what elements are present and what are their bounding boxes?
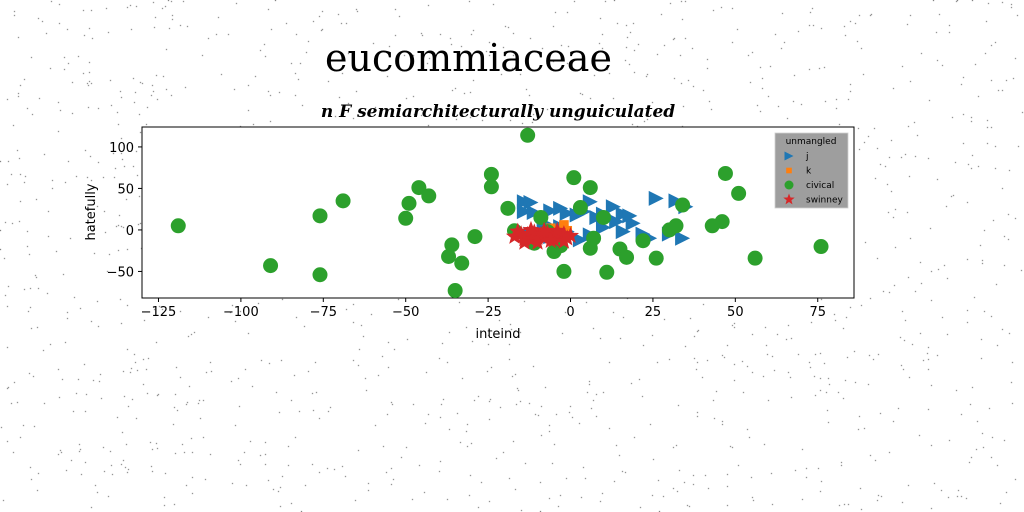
point-civical — [447, 283, 463, 299]
legend-marker-k — [786, 167, 792, 174]
legend-items: jk civical swinney — [783, 151, 843, 206]
point-civical — [599, 264, 615, 280]
point-civical — [717, 165, 733, 181]
legend-label-j: j — [805, 152, 809, 162]
point-civical — [675, 197, 691, 213]
point-civical — [747, 250, 763, 266]
point-civical — [619, 249, 635, 265]
point-j — [668, 193, 684, 209]
point-civical — [312, 267, 328, 283]
point-j — [516, 204, 532, 220]
point-civical — [312, 208, 328, 224]
point-swinney — [522, 230, 540, 248]
point-civical — [483, 179, 499, 195]
y-tick-label: −50 — [107, 265, 134, 280]
legend-box — [774, 132, 849, 209]
point-civical — [500, 200, 516, 216]
y-tick-label: 100 — [109, 141, 134, 156]
legend-title: unmangled — [786, 137, 837, 147]
legend-marker-j — [784, 151, 794, 161]
point-swinney — [542, 231, 560, 248]
point-civical — [520, 127, 536, 143]
point-civical — [335, 193, 351, 209]
point-civical — [648, 250, 664, 266]
point-civical — [444, 237, 460, 253]
point-swinney — [562, 226, 580, 243]
data-marks — [170, 127, 829, 299]
point-civical — [263, 258, 279, 274]
point-j — [526, 205, 542, 220]
legend-marker-swinney — [783, 193, 795, 205]
x-tick-label: −25 — [474, 305, 501, 320]
point-civical — [533, 209, 549, 225]
point-j — [559, 205, 575, 221]
legend: unmangled jk civical swinney — [774, 132, 849, 209]
plot-area — [141, 126, 855, 299]
point-j — [615, 224, 631, 240]
point-j — [675, 230, 691, 246]
point-civical — [421, 188, 437, 204]
point-civical — [595, 209, 611, 225]
point-civical — [586, 230, 602, 246]
x-tick-label: −50 — [392, 305, 419, 320]
point-civical — [813, 239, 829, 255]
point-swinney — [522, 220, 540, 238]
point-civical — [556, 263, 572, 279]
point-k — [559, 220, 569, 230]
figure-title: eucommiaceae — [325, 36, 612, 80]
point-civical — [668, 218, 684, 234]
point-swinney — [515, 233, 533, 250]
x-tick-label: 50 — [727, 305, 744, 320]
point-civical — [401, 195, 417, 211]
point-j — [609, 214, 625, 230]
y-tick-label: 50 — [117, 182, 134, 197]
point-j — [648, 190, 664, 206]
x-tick-label: −75 — [310, 305, 337, 320]
legend-label-civical: civical — [806, 181, 834, 191]
point-swinney — [535, 221, 553, 238]
point-swinney — [548, 221, 566, 238]
point-civical — [398, 210, 414, 226]
y-axis-label: hatefully — [84, 183, 99, 240]
point-civical — [714, 214, 730, 230]
point-civical — [582, 180, 598, 196]
x-tick-label: 25 — [645, 305, 662, 320]
x-tick-label: 0 — [566, 305, 574, 320]
point-civical — [467, 229, 483, 245]
point-civical — [441, 248, 457, 264]
legend-label-swinney: swinney — [806, 196, 843, 206]
x-tick-label: 75 — [809, 305, 826, 320]
legend-label-k: k — [806, 167, 812, 177]
point-civical — [483, 166, 499, 182]
point-civical — [731, 185, 747, 201]
point-swinney — [529, 233, 547, 250]
point-civical — [635, 233, 651, 249]
y-axis-ticks: −50 0 50 100 — [107, 141, 142, 280]
point-civical — [411, 180, 427, 196]
point-swinney — [509, 222, 527, 239]
legend-marker-civical — [784, 180, 794, 190]
chart-title: n F semiarchitecturally unguiculated — [321, 102, 675, 122]
x-tick-label: −125 — [141, 305, 177, 320]
x-axis-label: inteind — [475, 327, 520, 342]
point-civical — [566, 170, 582, 186]
y-tick-label: 0 — [126, 224, 134, 239]
point-j — [605, 199, 621, 215]
point-civical — [572, 200, 588, 216]
point-j — [625, 215, 641, 231]
x-tick-label: −100 — [223, 305, 259, 320]
point-j — [572, 232, 588, 248]
point-civical — [170, 218, 186, 234]
point-swinney — [555, 232, 573, 249]
point-civical — [454, 255, 470, 271]
x-axis-ticks: −125 −100 −75 −50 −25 0 25 50 75 — [141, 298, 826, 320]
